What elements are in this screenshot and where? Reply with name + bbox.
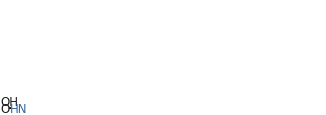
Text: O: O <box>0 102 9 115</box>
Text: OH: OH <box>0 95 19 108</box>
Text: HN: HN <box>10 102 27 115</box>
